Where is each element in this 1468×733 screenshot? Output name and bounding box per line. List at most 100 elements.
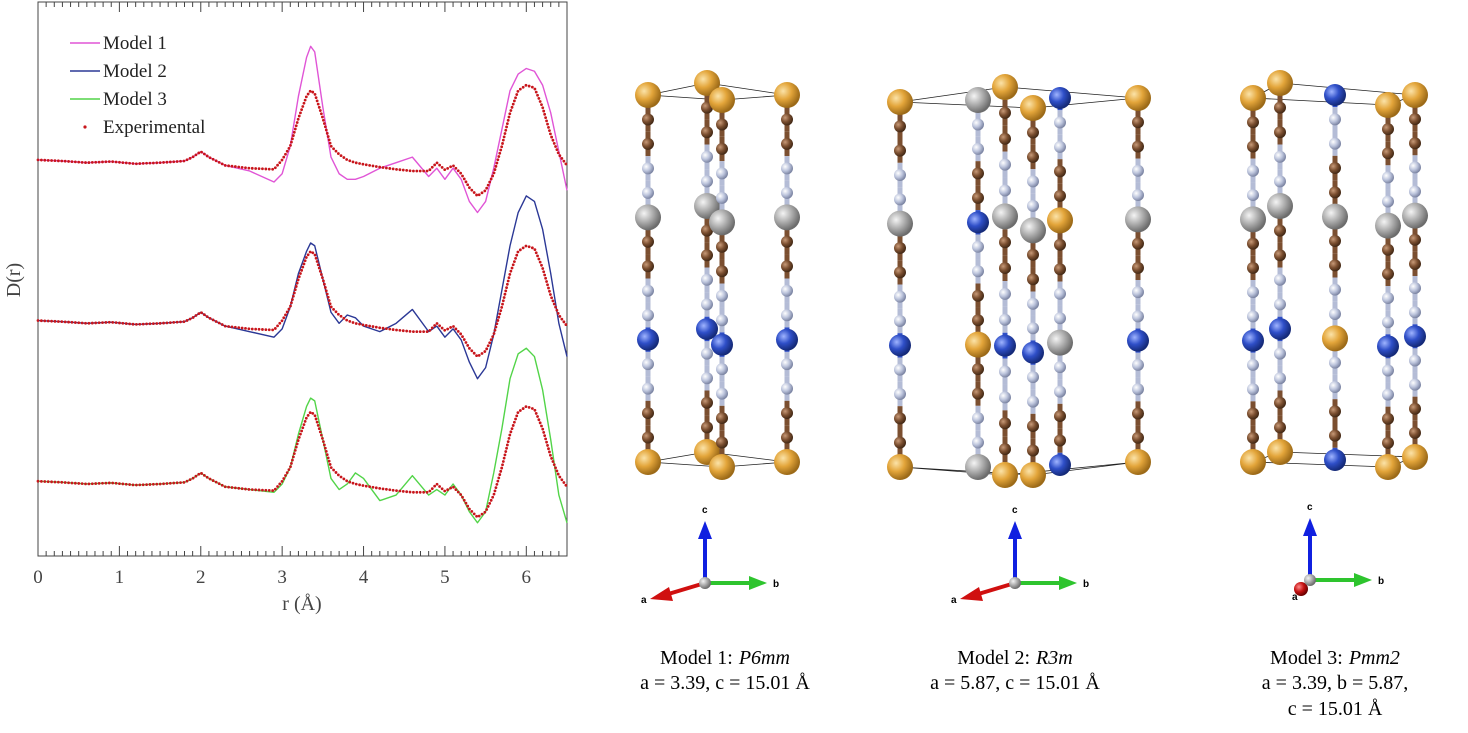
atom [1027,175,1039,188]
atom [1054,238,1066,251]
atom [894,144,906,157]
atom [716,314,728,327]
atom [701,372,713,385]
experimental-dots [36,83,569,198]
x-axis-label: r (Å) [282,593,321,615]
atom [1027,420,1039,433]
atom [1409,282,1421,295]
atom [1054,140,1066,153]
atom [716,363,728,376]
atom [1132,383,1144,396]
atom [1049,87,1071,109]
atom [1022,341,1044,364]
atom [1027,322,1039,335]
plot-area: 0 1 2 3 4 5 6 Model 1 Model 2 Model 3 Experimental [33,2,569,588]
axis-a [974,581,1016,597]
atom [965,87,991,113]
atom [716,167,728,180]
atom [1240,206,1266,233]
atom [716,240,728,253]
atom [999,132,1011,145]
legend-marker [83,125,87,129]
axis-a [1294,582,1308,596]
x-tick-label: 2 [196,567,206,588]
x-tick-label: 5 [440,567,450,588]
atom [1020,95,1046,121]
caption-lattice: a = 5.87, c = 15.01 Å [930,672,1100,694]
atom [972,289,984,302]
structure: a b c Model 2: R3m a = 5.87, c = 15.01 Å [887,74,1151,694]
atom [709,87,735,113]
atom [965,454,991,480]
atom [781,260,793,273]
caption-title: Model 3: Pmm2 [1270,647,1400,669]
atom [1409,306,1421,319]
atom [1329,381,1341,393]
atom [642,162,654,175]
atom [1049,454,1071,476]
atom [1247,237,1259,250]
atom [999,417,1011,430]
atom [965,331,991,358]
atom [635,204,661,231]
atom [1132,237,1144,250]
axis-label-b: b [773,579,779,590]
atom [1322,203,1348,230]
atom [1132,164,1144,177]
atom [1329,235,1341,247]
experimental-dots [36,244,569,358]
atom [781,235,793,248]
atom [1020,217,1046,244]
space-group: Pmm2 [1348,647,1400,669]
atom [701,421,713,434]
atom [716,387,728,400]
atom [972,265,984,278]
structure: a b c Model 3: Pmm2 a = 3.39, b = 5.87, c = 15… [1240,70,1428,720]
atom [1132,261,1144,274]
atom [994,334,1016,357]
atom [1409,185,1421,198]
atom [1047,207,1073,234]
axis-a-head [960,587,983,601]
legend-label: Model 1 [103,33,167,54]
legend-label: Model 3 [103,89,167,110]
atom [1274,101,1286,114]
atom [1132,116,1144,129]
atom [1054,385,1066,398]
atom [781,407,793,420]
atom [1247,116,1259,129]
atom [1054,263,1066,276]
atom [716,412,728,425]
atom [894,242,906,254]
atom [1329,259,1341,272]
atom [999,236,1011,249]
caption-lattice: c = 15.01 Å [1288,698,1383,720]
atom [642,309,654,322]
atom [637,328,659,351]
atom [1382,388,1394,401]
axis-label-c: c [1012,505,1018,516]
atom [774,449,800,475]
atom [967,211,989,234]
atom [1027,371,1039,384]
axis-origin [699,577,711,589]
atom [1375,92,1401,118]
unit-cell-edge [899,86,1139,109]
atom [642,137,654,150]
atom [1027,273,1039,286]
model-line [37,347,568,524]
x-tick-label: 4 [359,567,369,588]
space-group: P6mm [738,647,790,669]
atom [1132,431,1144,444]
atom [1132,286,1144,299]
atom [1247,431,1259,444]
unit-cell-edge [899,461,1139,476]
atom [1409,257,1421,270]
atom [1274,273,1286,286]
atom [1329,162,1341,174]
atom [1054,312,1066,325]
atom [694,70,720,96]
atom [1402,202,1428,229]
atom [1132,189,1144,202]
